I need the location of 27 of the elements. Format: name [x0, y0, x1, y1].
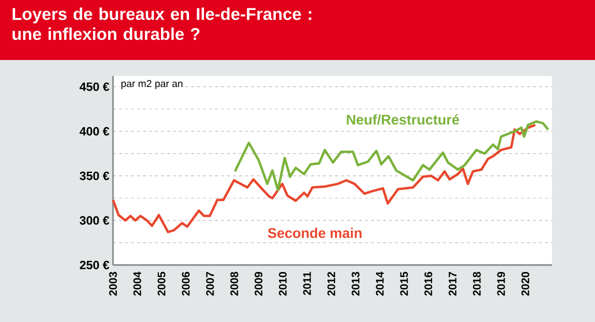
- y-tick-label: 400 €: [80, 127, 110, 136]
- y-tick-label: 350 €: [80, 172, 110, 180]
- y-tick-label: 250 €: [80, 260, 110, 270]
- x-tick-label: 2007: [206, 272, 214, 296]
- x-tick-label: 2013: [352, 272, 360, 296]
- x-tick-label: 2005: [158, 272, 166, 296]
- series-label: Neuf/Restructuré: [346, 114, 460, 125]
- chart-title: Loyers de bureaux en Ile-de-France : une inflexion durable ?: [12, 8, 312, 40]
- text: Seconde main: [268, 228, 362, 238]
- x-tick-label: 2009: [254, 272, 262, 296]
- annotation: par m2 par an: [121, 80, 182, 90]
- x-tick-label: 2019: [497, 272, 505, 296]
- x-tick-label: 2016: [424, 272, 432, 296]
- x-tick-label: 2003: [109, 272, 117, 296]
- x-tick-label: 2014: [376, 272, 384, 296]
- y-tick-label: 300 €: [80, 216, 110, 225]
- x-tick-label: 2010: [278, 272, 287, 296]
- x-tick-label: 2006: [182, 272, 190, 296]
- x-tick-label: 2018: [472, 272, 481, 296]
- x-tick-label: 2008: [230, 272, 238, 296]
- y-tick-label: 450 €: [80, 82, 110, 91]
- x-tick-label: 2017: [448, 272, 456, 296]
- x-tick-label: 2015: [400, 272, 408, 296]
- x-tick-label: 2011: [303, 272, 311, 296]
- x-tick-label: 2012: [327, 272, 336, 296]
- x-tick-label: 2004: [133, 272, 142, 296]
- x-tick-label: 2020: [521, 272, 530, 296]
